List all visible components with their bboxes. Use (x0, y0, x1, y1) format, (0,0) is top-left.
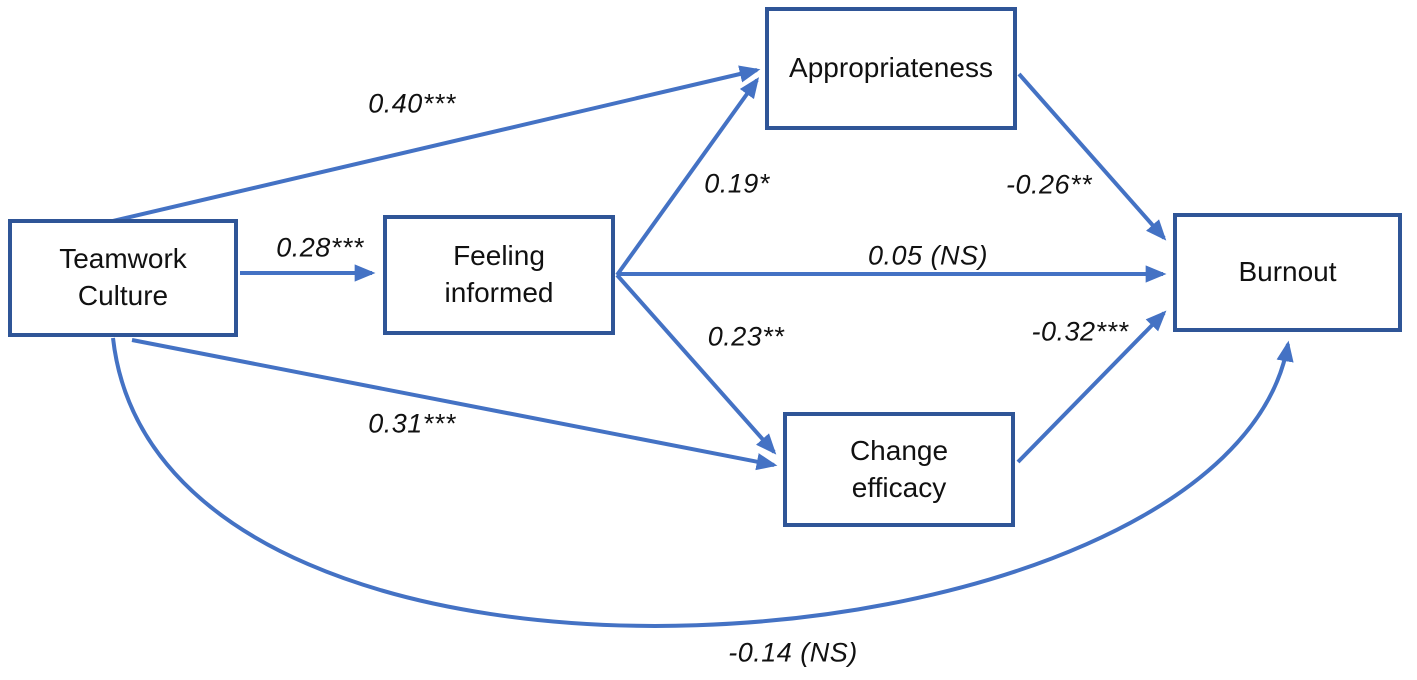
edge-label-feeling-informed-appropriateness: 0.19* (704, 168, 770, 199)
node-burnout: Burnout (1173, 213, 1402, 332)
arrow-appropriateness-to-burnout (1017, 72, 1167, 241)
edge-label-teamwork-burnout: -0.14 (NS) (728, 637, 858, 668)
node-change-efficacy: Change efficacy (783, 412, 1015, 527)
edge-label-feeling-informed-burnout: 0.05 (NS) (867, 240, 989, 271)
arrow-change-efficacy-to-burnout (1016, 310, 1167, 464)
node-appropriateness: Appropriateness (765, 7, 1017, 130)
node-label-line: Burnout (1238, 256, 1337, 288)
arrow-feeling-informed-to-change-efficacy (615, 273, 777, 455)
edge-label-change-efficacy-burnout: -0.32*** (1031, 316, 1129, 347)
edge-label-teamwork-feeling-informed: 0.28*** (276, 232, 364, 263)
node-label-line: efficacy (851, 471, 947, 503)
edge-label-teamwork-appropriateness: 0.40*** (368, 88, 456, 119)
arrow-teamwork-to-burnout-curved (111, 337, 1294, 628)
node-label-line: Feeling (453, 240, 545, 272)
arrow-teamwork-to-change-efficacy (131, 338, 778, 471)
node-feeling-informed: Feeling informed (383, 215, 615, 335)
edge-label-teamwork-change-efficacy: 0.31*** (368, 408, 456, 439)
node-label-line: Appropriateness (789, 52, 993, 84)
node-label-line: Culture (77, 280, 169, 311)
edge-label-feeling-informed-change-efficacy: 0.23** (707, 321, 785, 352)
arrow-feeling-informed-to-appropriateness (615, 77, 760, 277)
node-teamwork-culture: Teamwork Culture (8, 219, 238, 337)
edge-label-appropriateness-burnout: -0.26** (1005, 169, 1093, 200)
node-label-line: Change (849, 434, 949, 466)
node-label-line: informed (444, 277, 554, 308)
arrow-teamwork-to-appropriateness (112, 65, 761, 223)
node-label-line: Teamwork (59, 243, 187, 275)
